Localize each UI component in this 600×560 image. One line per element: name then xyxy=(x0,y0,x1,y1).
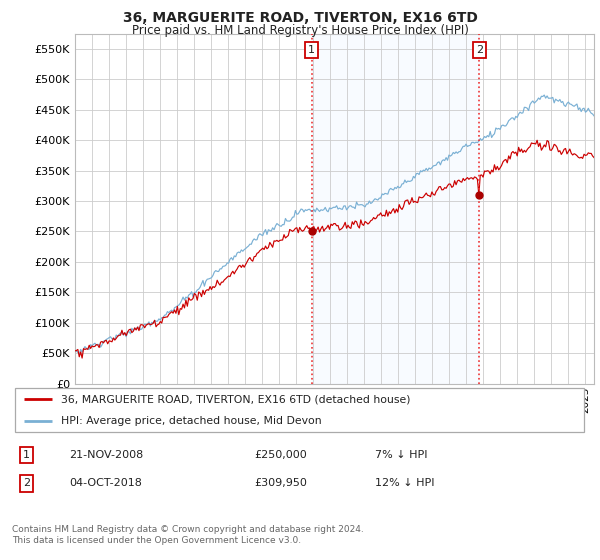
Text: £250,000: £250,000 xyxy=(254,450,307,460)
Text: HPI: Average price, detached house, Mid Devon: HPI: Average price, detached house, Mid … xyxy=(61,416,322,426)
Text: 7% ↓ HPI: 7% ↓ HPI xyxy=(375,450,427,460)
Text: 2: 2 xyxy=(23,478,30,488)
Text: 36, MARGUERITE ROAD, TIVERTON, EX16 6TD (detached house): 36, MARGUERITE ROAD, TIVERTON, EX16 6TD … xyxy=(61,394,410,404)
Bar xyxy=(311,34,479,384)
FancyBboxPatch shape xyxy=(15,388,584,432)
Text: 21-NOV-2008: 21-NOV-2008 xyxy=(70,450,144,460)
Text: 12% ↓ HPI: 12% ↓ HPI xyxy=(375,478,434,488)
Text: Price paid vs. HM Land Registry's House Price Index (HPI): Price paid vs. HM Land Registry's House … xyxy=(131,24,469,36)
Text: £309,950: £309,950 xyxy=(254,478,307,488)
Text: 36, MARGUERITE ROAD, TIVERTON, EX16 6TD: 36, MARGUERITE ROAD, TIVERTON, EX16 6TD xyxy=(122,11,478,25)
Text: 1: 1 xyxy=(308,45,315,55)
Text: 2: 2 xyxy=(476,45,483,55)
Text: 04-OCT-2018: 04-OCT-2018 xyxy=(70,478,142,488)
Text: 1: 1 xyxy=(23,450,30,460)
Text: Contains HM Land Registry data © Crown copyright and database right 2024.
This d: Contains HM Land Registry data © Crown c… xyxy=(12,525,364,545)
